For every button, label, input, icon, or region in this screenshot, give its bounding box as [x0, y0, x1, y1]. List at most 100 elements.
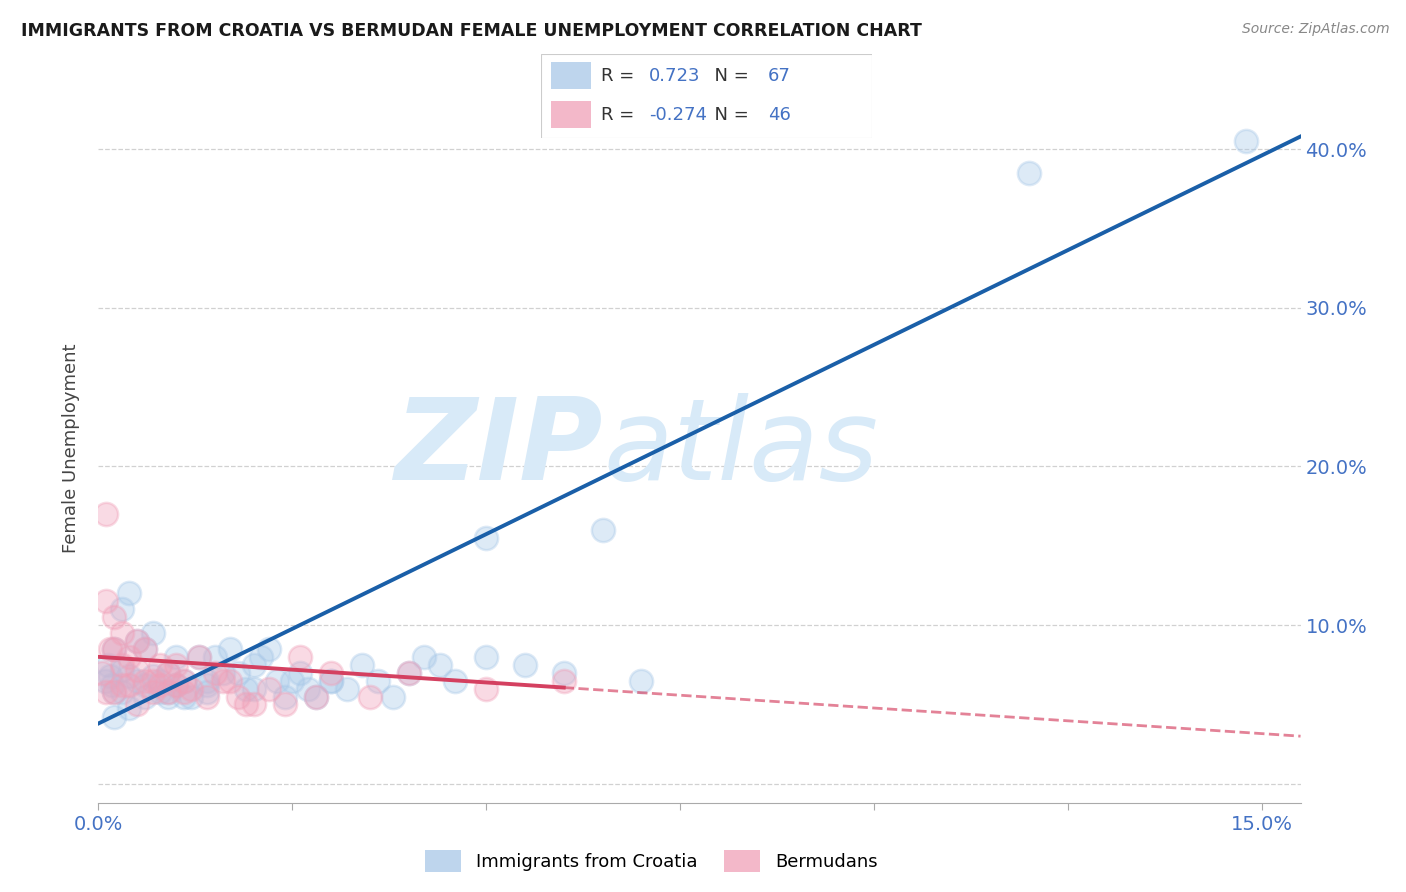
- Point: [367, 673, 389, 688]
- Point: [188, 649, 211, 664]
- Point: [111, 626, 134, 640]
- Text: N =: N =: [703, 106, 755, 124]
- Point: [111, 602, 134, 616]
- Point: [134, 690, 156, 704]
- FancyBboxPatch shape: [541, 54, 872, 138]
- Point: [211, 665, 233, 680]
- Point: [165, 649, 187, 664]
- Point: [157, 690, 180, 704]
- Point: [398, 665, 420, 680]
- Point: [226, 665, 249, 680]
- Point: [134, 641, 156, 656]
- Point: [127, 663, 149, 677]
- Point: [319, 665, 342, 680]
- Point: [429, 657, 451, 672]
- Text: R =: R =: [600, 106, 640, 124]
- Text: IMMIGRANTS FROM CROATIA VS BERMUDAN FEMALE UNEMPLOYMENT CORRELATION CHART: IMMIGRANTS FROM CROATIA VS BERMUDAN FEMA…: [21, 22, 922, 40]
- Text: atlas: atlas: [603, 392, 879, 504]
- Point: [475, 649, 498, 664]
- Point: [103, 641, 125, 656]
- Point: [165, 678, 187, 692]
- Point: [149, 678, 172, 692]
- Point: [398, 665, 420, 680]
- Point: [103, 685, 125, 699]
- Point: [118, 678, 141, 692]
- Point: [257, 641, 280, 656]
- Point: [173, 685, 195, 699]
- Text: 46: 46: [768, 106, 790, 124]
- Point: [165, 678, 187, 692]
- Point: [97, 657, 120, 672]
- Point: [118, 649, 141, 664]
- Point: [242, 657, 264, 672]
- Point: [273, 690, 295, 704]
- Point: [157, 685, 180, 699]
- Point: [242, 698, 264, 712]
- Point: [118, 669, 141, 683]
- Point: [250, 649, 273, 664]
- Point: [173, 690, 195, 704]
- Point: [413, 649, 436, 664]
- Y-axis label: Female Unemployment: Female Unemployment: [62, 343, 80, 553]
- Point: [195, 673, 218, 688]
- Point: [273, 698, 295, 712]
- Point: [195, 678, 218, 692]
- Point: [149, 685, 172, 699]
- Point: [630, 673, 652, 688]
- Point: [204, 665, 226, 680]
- Point: [96, 685, 118, 699]
- Point: [513, 657, 536, 672]
- Point: [127, 634, 149, 648]
- Point: [319, 673, 342, 688]
- Bar: [551, 101, 591, 128]
- Point: [173, 673, 195, 688]
- Point: [288, 665, 311, 680]
- Point: [382, 690, 405, 704]
- Point: [257, 681, 280, 696]
- Point: [281, 673, 304, 688]
- Point: [111, 657, 134, 672]
- Point: [235, 698, 257, 712]
- Point: [475, 531, 498, 545]
- Point: [219, 641, 242, 656]
- Point: [359, 690, 381, 704]
- Point: [142, 626, 165, 640]
- Text: N =: N =: [703, 67, 755, 85]
- Point: [180, 681, 202, 696]
- Point: [304, 690, 326, 704]
- Point: [165, 657, 187, 672]
- Point: [592, 523, 614, 537]
- Point: [98, 669, 121, 683]
- Point: [111, 685, 134, 699]
- Text: -0.274: -0.274: [648, 106, 707, 124]
- Point: [319, 673, 342, 688]
- Point: [142, 685, 165, 699]
- Point: [118, 586, 141, 600]
- Point: [211, 673, 233, 688]
- Point: [91, 665, 114, 680]
- Point: [1234, 134, 1257, 148]
- Point: [204, 649, 226, 664]
- Point: [304, 690, 326, 704]
- Point: [157, 685, 180, 699]
- Point: [142, 673, 165, 688]
- Point: [242, 681, 264, 696]
- Point: [103, 710, 125, 724]
- Point: [103, 641, 125, 656]
- Point: [93, 673, 115, 688]
- Point: [127, 634, 149, 648]
- Point: [98, 641, 121, 656]
- Point: [475, 681, 498, 696]
- Text: 0.723: 0.723: [648, 67, 700, 85]
- Point: [266, 673, 288, 688]
- Point: [127, 698, 149, 712]
- Point: [157, 665, 180, 680]
- Point: [226, 690, 249, 704]
- Point: [336, 681, 359, 696]
- Text: Source: ZipAtlas.com: Source: ZipAtlas.com: [1241, 22, 1389, 37]
- Point: [142, 669, 165, 683]
- Point: [288, 649, 311, 664]
- Point: [96, 507, 118, 521]
- Point: [1018, 166, 1040, 180]
- Point: [157, 665, 180, 680]
